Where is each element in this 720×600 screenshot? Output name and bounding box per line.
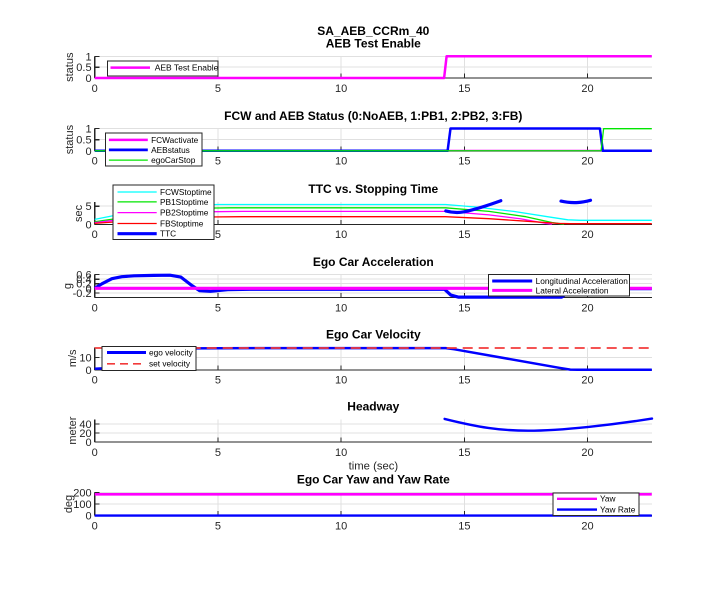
svg-text:AEB Test Enable: AEB Test Enable: [155, 63, 219, 73]
svg-text:FBStoptime: FBStoptime: [160, 218, 204, 228]
svg-text:Headway: Headway: [347, 400, 399, 414]
svg-text:10: 10: [335, 156, 347, 168]
svg-text:5: 5: [215, 302, 221, 314]
svg-text:status: status: [64, 124, 76, 154]
svg-text:0: 0: [85, 73, 91, 85]
svg-text:deg: deg: [63, 495, 75, 513]
svg-text:time (sec): time (sec): [349, 460, 399, 472]
svg-text:15: 15: [458, 447, 470, 459]
svg-text:5: 5: [215, 375, 221, 387]
svg-text:0: 0: [85, 511, 91, 523]
svg-text:FCWactivate: FCWactivate: [151, 135, 199, 145]
svg-text:Lateral Acceleration: Lateral Acceleration: [536, 285, 609, 295]
svg-text:200: 200: [73, 487, 91, 499]
svg-text:0: 0: [85, 365, 91, 377]
svg-text:15: 15: [458, 521, 470, 533]
svg-text:20: 20: [581, 302, 593, 314]
svg-text:10: 10: [335, 83, 347, 95]
svg-text:5: 5: [215, 447, 221, 459]
svg-text:20: 20: [581, 521, 593, 533]
svg-text:15: 15: [458, 83, 470, 95]
svg-text:0: 0: [85, 219, 91, 231]
svg-text:Ego Car Yaw and Yaw Rate: Ego Car Yaw and Yaw Rate: [297, 473, 450, 487]
svg-text:10: 10: [79, 352, 91, 364]
svg-text:Yaw Rate: Yaw Rate: [600, 505, 636, 515]
svg-text:g: g: [62, 283, 74, 289]
svg-text:Longitudinal Acceleration: Longitudinal Acceleration: [536, 276, 629, 286]
svg-text:FCWStoptime: FCWStoptime: [160, 187, 212, 197]
svg-text:0: 0: [85, 283, 91, 295]
svg-text:20: 20: [79, 428, 91, 440]
svg-text:15: 15: [458, 156, 470, 168]
svg-text:0: 0: [92, 83, 98, 95]
svg-text:1: 1: [85, 51, 91, 63]
svg-text:100: 100: [73, 499, 91, 511]
svg-text:5: 5: [215, 229, 221, 241]
svg-text:SA_AEB_CCRm_40: SA_AEB_CCRm_40: [317, 24, 429, 38]
svg-text:0: 0: [92, 447, 98, 459]
svg-text:10: 10: [335, 302, 347, 314]
svg-text:0: 0: [92, 302, 98, 314]
svg-text:TTC vs. Stopping Time: TTC vs. Stopping Time: [308, 182, 438, 196]
svg-text:0.4: 0.4: [76, 274, 91, 286]
svg-text:AEBstatus: AEBstatus: [151, 145, 190, 155]
svg-text:20: 20: [581, 83, 593, 95]
svg-text:20: 20: [581, 447, 593, 459]
svg-text:set velocity: set velocity: [149, 359, 191, 369]
svg-text:TTC: TTC: [160, 229, 176, 239]
svg-text:0.5: 0.5: [76, 135, 91, 147]
svg-text:status: status: [64, 52, 76, 82]
svg-text:5: 5: [215, 83, 221, 95]
svg-text:PB1Stoptime: PB1Stoptime: [160, 197, 209, 207]
svg-text:0: 0: [92, 375, 98, 387]
svg-text:0: 0: [92, 156, 98, 168]
svg-text:1: 1: [85, 124, 91, 136]
svg-text:15: 15: [458, 229, 470, 241]
svg-text:0.6: 0.6: [76, 270, 91, 282]
svg-text:20: 20: [581, 156, 593, 168]
svg-text:15: 15: [458, 375, 470, 387]
svg-text:10: 10: [335, 521, 347, 533]
svg-text:-0.2: -0.2: [73, 288, 92, 300]
svg-text:0: 0: [92, 229, 98, 241]
svg-text:ego velocity: ego velocity: [149, 347, 194, 357]
svg-text:Yaw: Yaw: [600, 494, 617, 504]
svg-text:FCW and AEB Status (0:NoAEB, 1: FCW and AEB Status (0:NoAEB, 1:PB1, 2:PB…: [224, 109, 522, 123]
svg-text:egoCarStop: egoCarStop: [151, 155, 196, 165]
svg-text:10: 10: [335, 229, 347, 241]
svg-text:10: 10: [335, 447, 347, 459]
svg-text:Ego Car Velocity: Ego Car Velocity: [326, 328, 421, 342]
svg-text:15: 15: [458, 302, 470, 314]
svg-text:10: 10: [335, 375, 347, 387]
svg-text:5: 5: [85, 201, 91, 213]
svg-text:AEB Test Enable: AEB Test Enable: [326, 37, 421, 51]
svg-text:20: 20: [581, 375, 593, 387]
svg-text:0.2: 0.2: [76, 279, 91, 291]
svg-text:5: 5: [215, 521, 221, 533]
svg-text:Ego Car Acceleration: Ego Car Acceleration: [313, 255, 434, 269]
svg-text:0: 0: [85, 437, 91, 449]
svg-text:0: 0: [92, 521, 98, 533]
svg-text:0.5: 0.5: [76, 62, 91, 74]
svg-text:40: 40: [79, 419, 91, 431]
svg-text:m/s: m/s: [67, 349, 79, 367]
svg-text:meter: meter: [67, 416, 79, 444]
svg-text:5: 5: [215, 156, 221, 168]
svg-text:20: 20: [581, 229, 593, 241]
svg-text:0: 0: [85, 146, 91, 158]
svg-text:sec: sec: [73, 204, 85, 222]
svg-text:PB2Stoptime: PB2Stoptime: [160, 208, 209, 218]
